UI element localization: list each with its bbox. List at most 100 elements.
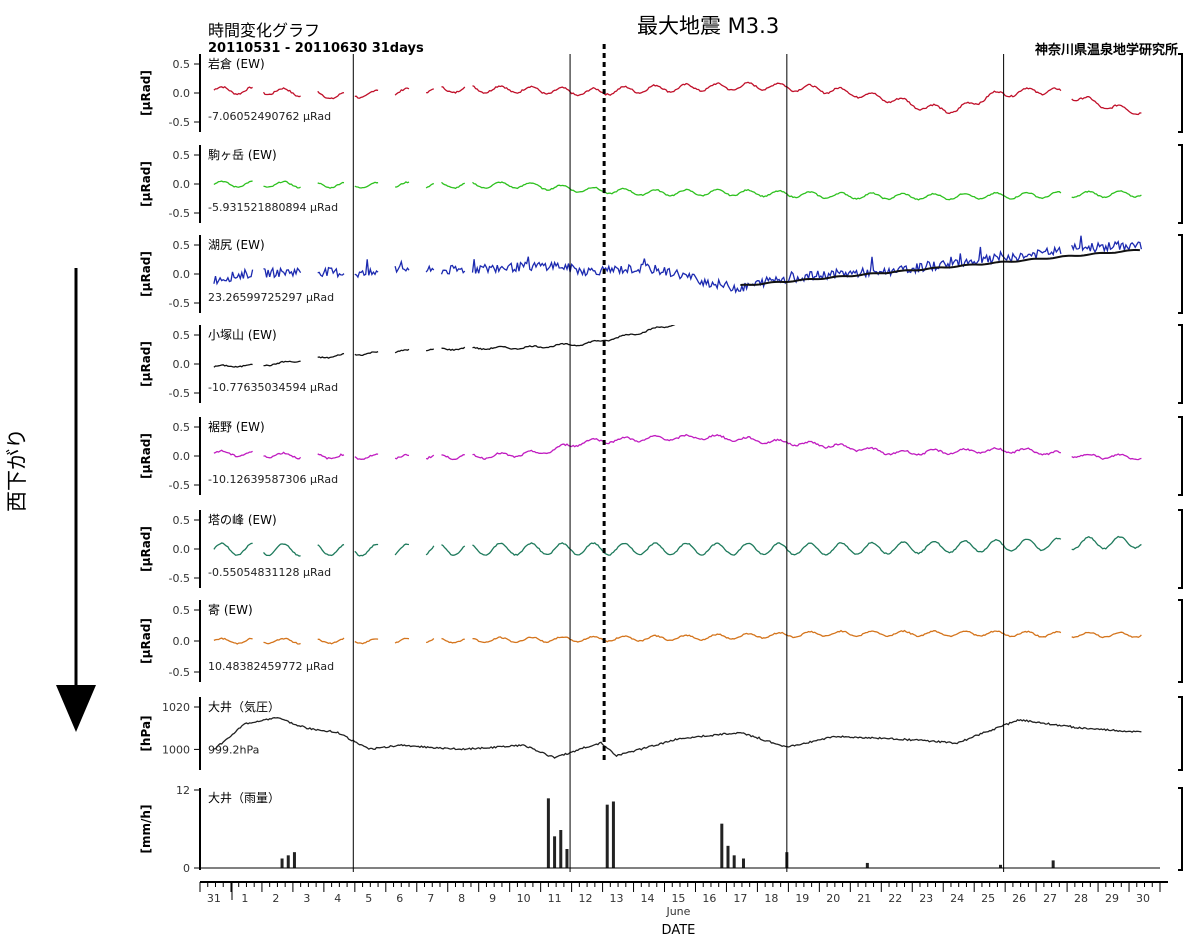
rain-bar [286,855,290,868]
rain-bar [546,798,550,868]
offset-label: -10.12639587306 μRad [208,473,338,486]
offset-label: -7.06052490762 μRad [208,110,331,123]
y-tick-label: -0.5 [169,666,190,679]
x-tick-label: 11 [548,892,562,905]
y-axis-label: [μRad] [139,251,153,297]
x-tick-label: 4 [334,892,341,905]
rain-bar [611,801,615,868]
y-tick-label: 0.0 [173,178,191,191]
rain-bar [553,836,557,868]
markers-group [352,44,1005,872]
chart-title: 時間変化グラフ [208,21,320,40]
y-tick-label: -0.5 [169,479,190,492]
panel-label: 塔の峰 (EW) [208,513,277,527]
x-tick-label: 5 [365,892,372,905]
panel-right-bracket [1178,509,1183,589]
trend-line [740,249,1140,286]
x-tick-label: 18 [764,892,778,905]
y-tick-label: 0.0 [173,450,191,463]
x-month-label: June [665,905,690,918]
offset-label: -10.77635034594 μRad [208,381,338,394]
x-tick-label: 28 [1074,892,1088,905]
x-tick-label: 29 [1105,892,1119,905]
panel-8: 1020 1000 [hPa] 大井（気圧） 999.2hPa [139,696,1183,771]
series-line [213,433,1142,461]
y-tick-label: -0.5 [169,116,190,129]
max-earthquake-label: 最大地震 M3.3 [637,14,779,38]
x-tick-label: 6 [396,892,403,905]
x-tick-label: 12 [579,892,593,905]
x-tick-label: 22 [888,892,902,905]
panel-7: 0.5 0.0 -0.5 [μRad] 寄 (EW) 10.48382459772 μRa… [139,599,1183,683]
y-tick-label: 0.0 [173,87,191,100]
y-axis-label: [μRad] [139,618,153,664]
y-tick-label: 0.0 [173,358,191,371]
direction-label: 西下がり [5,428,29,512]
x-tick-label: 9 [489,892,496,905]
x-tick-label: 20 [826,892,840,905]
y-axis-label: [μRad] [139,341,153,387]
x-tick-label: 26 [1012,892,1026,905]
y-axis-label: [μRad] [139,526,153,572]
rain-bar [741,858,745,868]
x-axis-title: DATE [662,923,696,938]
panel-5: 0.5 0.0 -0.5 [μRad] 裾野 (EW) -10.12639587306 μ… [139,416,1183,496]
panel-label: 岩倉 (EW) [208,56,265,71]
y-axis-label: [mm/h] [139,805,153,854]
x-tick-label: 21 [857,892,871,905]
x-tick-label: 13 [610,892,624,905]
x-tick-label: 7 [427,892,434,905]
y-axis-label: [μRad] [139,161,153,207]
rain-bar [732,855,736,868]
x-tick-label: 31 [207,892,221,905]
panel-label: 大井（気圧） [208,699,280,714]
y-tick-label: -0.5 [169,297,190,310]
panel-right-bracket [1178,144,1183,224]
panel-6: 0.5 0.0 -0.5 [μRad] 塔の峰 (EW) -0.55054831128 μ… [139,509,1183,589]
y-tick-label: 0.5 [173,514,191,527]
x-tick-label: 25 [981,892,995,905]
y-tick-label: 0.5 [173,239,191,252]
offset-label: -0.55054831128 μRad [208,566,331,579]
y-tick-label: 0.5 [173,329,191,342]
y-tick-label: 0.5 [173,149,191,162]
rain-bar [559,830,563,868]
panel-label: 大井（雨量） [208,791,280,805]
panel-label: 小塚山 (EW) [208,328,277,342]
panel-right-bracket [1178,324,1183,404]
series-line [213,535,1142,557]
panel-right-bracket [1178,696,1183,771]
x-tick-label: 16 [702,892,716,905]
x-tick-label: 15 [671,892,685,905]
series-line [213,180,1142,201]
panel-label: 駒ヶ岳 (EW) [208,148,277,162]
offset-label: 10.48382459772 μRad [208,660,334,673]
x-tick-label: 8 [458,892,465,905]
series-line [213,235,1143,295]
x-tick-label: 14 [640,892,654,905]
series-line [213,81,1142,116]
x-tick-label: 30 [1136,892,1150,905]
y-tick-label: -0.5 [169,572,190,585]
rain-bar [280,858,284,868]
panel-4: 0.5 0.0 -0.5 [μRad] 小塚山 (EW) -10.77635034594 … [139,324,1183,404]
panels-group: 0.5 0.0 -0.5 [μRad] 岩倉 (EW) -7.06052490762 μR… [139,53,1183,875]
offset-label: 23.26599725297 μRad [208,291,334,304]
y-axis-label: [hPa] [139,715,153,751]
chart-period: 20110531 - 20110630 31days [208,41,424,56]
rain-bar [999,864,1003,868]
series-line [213,629,1142,645]
y-tick-label: -0.5 [169,387,190,400]
y-axis-label: [μRad] [139,433,153,479]
y-tick-label: 1000 [162,743,190,756]
y-tick-label: -0.5 [169,207,190,220]
y-axis-label: [μRad] [139,70,153,116]
panel-3: 0.5 0.0 -0.5 [μRad] 湖尻 (EW) 23.26599725297 μR… [139,234,1183,314]
x-tick-label: 10 [517,892,531,905]
series-line [213,325,676,368]
y-tick-label: 0.5 [173,58,191,71]
panel-label: 裾野 (EW) [208,419,265,434]
rain-bar [605,804,609,868]
panel-1: 0.5 0.0 -0.5 [μRad] 岩倉 (EW) -7.06052490762 μR… [139,53,1183,133]
